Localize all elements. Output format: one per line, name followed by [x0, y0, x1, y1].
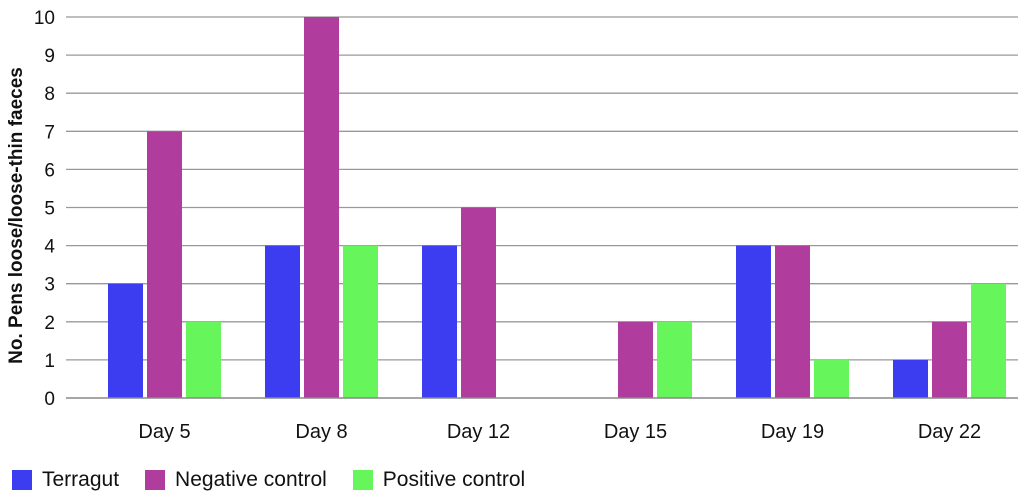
x-category-label: Day 8: [295, 421, 347, 443]
y-tick-label: 5: [44, 199, 55, 220]
x-category-label: Day 19: [761, 421, 824, 443]
bar-positive-control-day-5: [186, 321, 221, 398]
bar-terragut-day-22: [893, 359, 928, 398]
x-category-label: Day 5: [138, 421, 190, 443]
legend-item-terragut: Terragut: [12, 468, 119, 492]
legend-label-positive-control: Positive control: [382, 468, 526, 491]
x-category-label: Day 12: [447, 421, 510, 443]
legend-label-terragut: Terragut: [42, 468, 120, 491]
x-category-label: Day 22: [918, 421, 981, 443]
bar-terragut-day-8: [265, 245, 300, 398]
bar-negative-control-day-19: [775, 245, 810, 398]
y-tick-label: 10: [34, 8, 55, 29]
bar-positive-control-day-22: [971, 283, 1006, 398]
grid-lines: [66, 16, 1018, 361]
bar-positive-control-day-15: [657, 321, 692, 398]
y-axis-title: No. Pens loose/loose-thin faeces: [6, 67, 27, 364]
y-tick-label: 3: [44, 275, 55, 296]
y-tick-labels: 0 1 2 3 4 5 6 7 8 9 10: [34, 8, 56, 410]
legend-item-positive-control: Positive control: [352, 468, 526, 492]
y-tick-label: 1: [44, 351, 55, 372]
bar-negative-control-day-12: [461, 207, 496, 398]
bar-positive-control-day-19: [814, 359, 849, 398]
legend-item-negative-control: Negative control: [145, 468, 327, 492]
bar-negative-control-day-15: [618, 321, 653, 398]
bar-terragut-day-5: [108, 283, 143, 398]
bar-terragut-day-12: [422, 245, 457, 398]
y-tick-label: 4: [44, 237, 55, 258]
bar-negative-control-day-8: [304, 17, 339, 398]
chart: 0 1 2 3 4 5 6 7 8 9 10 Day 5 Day 8 Day 12 Day 15 Day 1…: [6, 8, 1018, 443]
bar-negative-control-day-22: [932, 321, 967, 398]
y-tick-label: 9: [44, 46, 55, 67]
legend-label-negative-control: Negative control: [175, 468, 327, 491]
y-tick-label: 2: [44, 313, 55, 334]
x-category-labels: Day 5 Day 8 Day 12 Day 15 Day 19 Day 22: [138, 421, 981, 443]
y-tick-label: 0: [44, 389, 55, 410]
legend-swatch-negative-control: [145, 470, 166, 490]
bar-terragut-day-19: [736, 245, 771, 398]
legend: Terragut Negative control Positive contr…: [12, 468, 551, 492]
y-tick-label: 6: [44, 160, 55, 181]
legend-swatch-positive-control: [352, 470, 373, 490]
y-tick-label: 7: [44, 122, 55, 143]
bar-negative-control-day-5: [147, 131, 182, 399]
bars: [108, 17, 1006, 399]
legend-swatch-terragut: [12, 470, 32, 490]
y-tick-label: 8: [44, 84, 55, 105]
bar-positive-control-day-8: [343, 245, 378, 398]
x-category-label: Day 15: [604, 421, 667, 443]
